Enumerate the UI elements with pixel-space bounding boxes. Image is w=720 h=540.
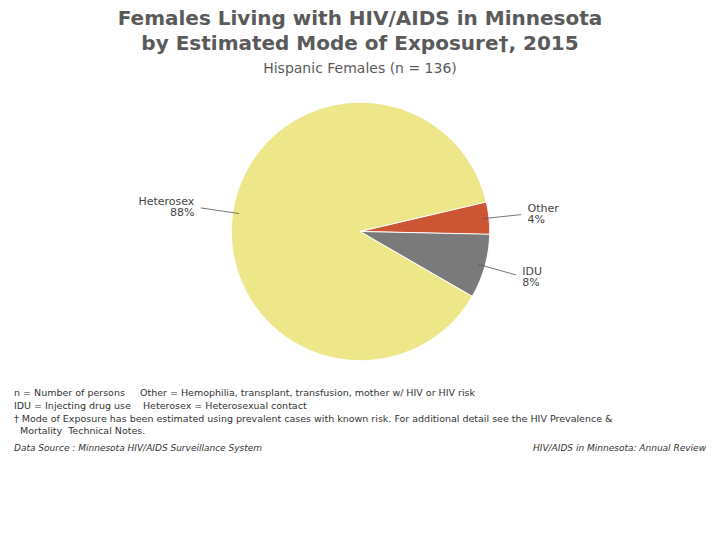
html-text:IDU = Injecting drug use Heter: IDU = Injecting drug use Heterosex = Het…: [14, 400, 307, 411]
html-text:Hispanic Females (n = 136): Hispanic Females (n = 136): [263, 60, 457, 76]
svg-text:Heterosex88%: Heterosex88%: [138, 195, 194, 219]
html-text:HIV/AIDS in Minnesota: Annual: HIV/AIDS in Minnesota: Annual Review: [533, 443, 706, 453]
svg-text:IDU8%: IDU8%: [522, 265, 542, 289]
svg-text:Other4%: Other4%: [527, 202, 559, 226]
html-text:n = Number of persons Other =: n = Number of persons Other = Hemophilia…: [14, 387, 475, 398]
html-text:Females Living with HIV/AIDS i: Females Living with HIV/AIDS in Minnesot…: [117, 6, 603, 55]
html-text:Data Source : Minnesota HIV/AI: Data Source : Minnesota HIV/AIDS Surveil…: [14, 443, 263, 453]
html-text:† Mode of Exposure has been es: † Mode of Exposure has been estimated us…: [14, 413, 613, 436]
